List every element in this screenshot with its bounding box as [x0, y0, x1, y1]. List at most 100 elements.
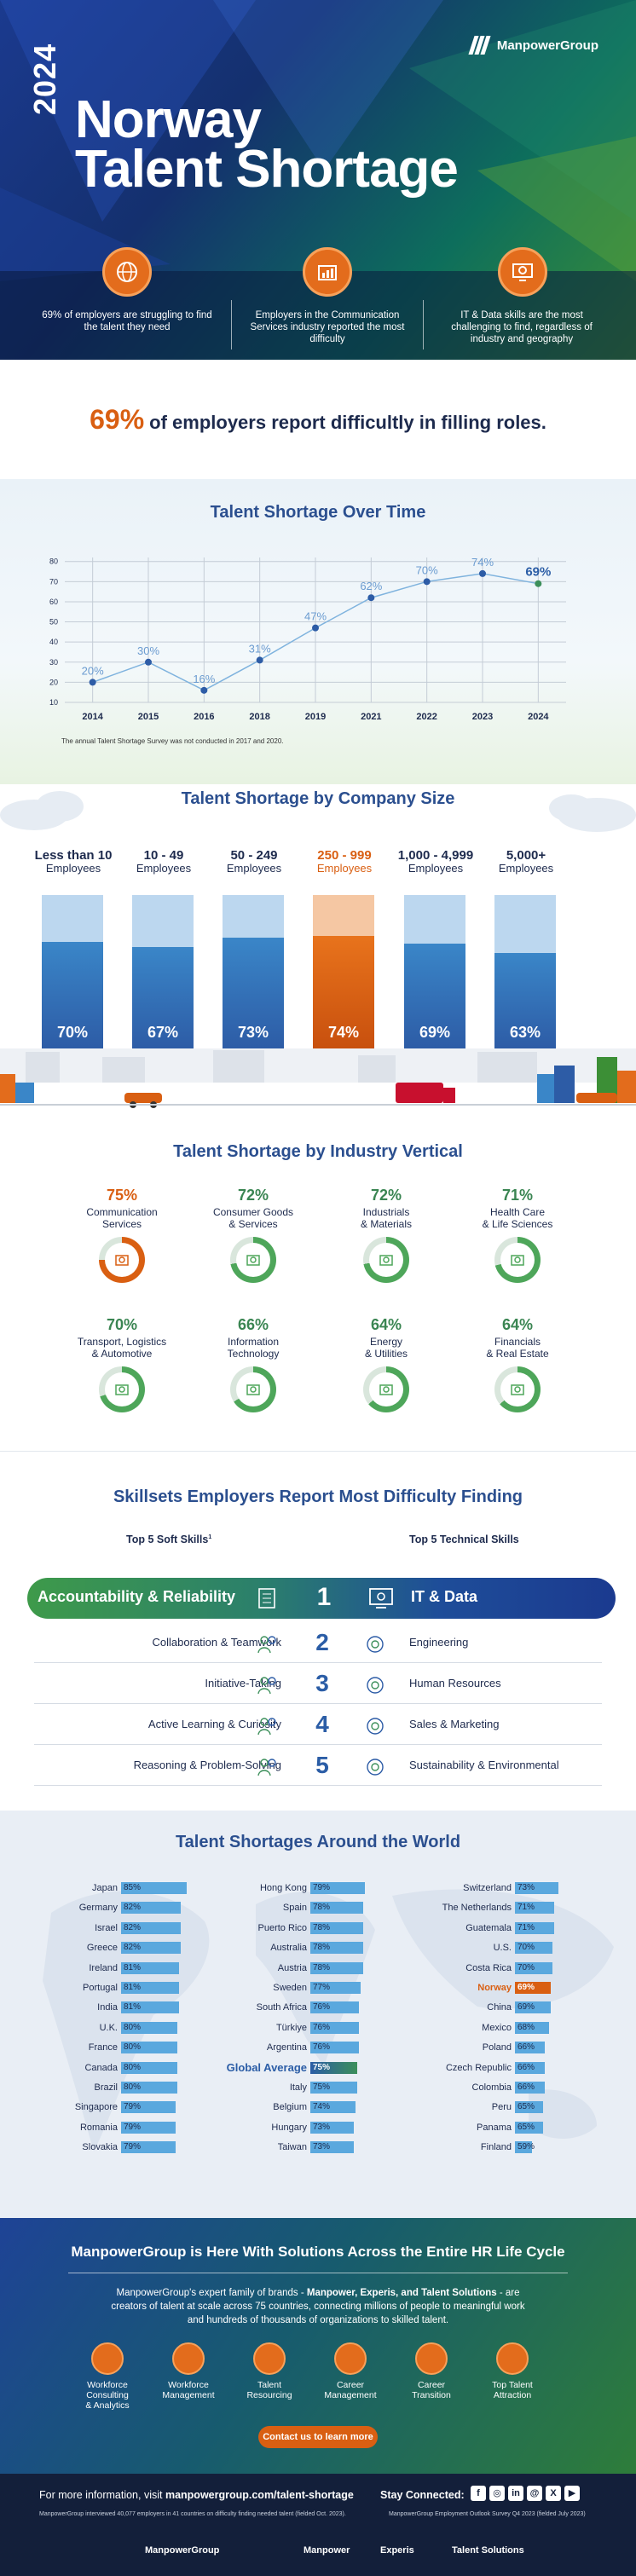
- soft-skills-heading-text: Top 5 Soft Skills: [126, 1533, 209, 1545]
- industry-icon: [369, 1372, 403, 1406]
- country-name: Global Average: [226, 2060, 307, 2074]
- country-name: Taiwan: [277, 2142, 307, 2153]
- website-link[interactable]: manpowergroup.com/talent-shortage: [165, 2489, 354, 2501]
- country-name: Ireland: [89, 1962, 118, 1973]
- size-value: 69%: [419, 1024, 451, 1041]
- solution-label: Career: [336, 2380, 365, 2390]
- size-category: 50 - 249: [230, 848, 278, 863]
- footer-brand-talent-solutions[interactable]: Talent Solutions: [452, 2545, 524, 2556]
- country-name: Poland: [482, 2042, 512, 2053]
- threads-icon[interactable]: @: [527, 2486, 542, 2501]
- solution-item[interactable]: Top Talent Attraction: [471, 2342, 553, 2400]
- monitor-gear-icon: [369, 1588, 393, 1609]
- data-point: [256, 656, 263, 664]
- x-tick-label: 2014: [82, 712, 103, 722]
- country-bar: 75%: [310, 2061, 357, 2074]
- headline-text: of employers report difficultly in filli…: [149, 411, 546, 433]
- solutions-title: ManpowerGroup is Here With Solutions Acr…: [71, 2244, 565, 2260]
- country-bar: 82%: [121, 1902, 182, 1915]
- country-bar: 81%: [121, 2001, 180, 2014]
- visit-line: For more information, visit manpowergrou…: [39, 2489, 354, 2501]
- solution-label: & Analytics: [85, 2400, 130, 2411]
- size-bar: 69%: [404, 895, 465, 1048]
- country-bar: 66%: [515, 2061, 546, 2074]
- youtube-icon[interactable]: ▶: [564, 2486, 580, 2501]
- linkedin-icon[interactable]: in: [508, 2486, 523, 2501]
- size-bar-fill: [404, 944, 465, 1048]
- country-bar: 74%: [310, 2101, 356, 2114]
- survey-note: The annual Talent Shortage Survey was no…: [61, 737, 284, 745]
- skill-row-2: Collaboration & Teamwork 2 Engineering: [34, 1624, 602, 1663]
- industry-name-line: & Automotive: [91, 1348, 153, 1360]
- data-label: 47%: [304, 610, 327, 623]
- country-name: Switzerland: [463, 1883, 512, 1893]
- cloud-decoration: [0, 791, 636, 832]
- data-label: 74%: [471, 556, 494, 569]
- solution-item[interactable]: Workforce Consulting & Analytics: [66, 2342, 148, 2411]
- headline-percent: 69%: [90, 403, 145, 435]
- y-tick-label: 50: [49, 618, 58, 627]
- industry-name-line: & Life Sciences: [482, 1218, 553, 1230]
- section-title: Talent Shortages Around the World: [175, 1833, 461, 1851]
- manpowergroup-logo[interactable]: ManpowerGroup: [468, 36, 598, 55]
- industry-icon: [500, 1372, 535, 1406]
- country-bar: 75%: [310, 2082, 357, 2094]
- headline-section: 69% of employers report difficultly in fi…: [0, 360, 636, 479]
- industry-name: Financials & Real Estate: [454, 1336, 581, 1361]
- country-bar: 79%: [121, 2101, 176, 2114]
- industry-percent: 64%: [501, 1316, 534, 1333]
- size-bar-fill: [223, 938, 284, 1048]
- soft-skill-icon: [256, 1632, 280, 1656]
- country-name: Argentina: [266, 2042, 307, 2053]
- size-bar-fill: [132, 946, 194, 1048]
- country-name: Slovakia: [82, 2142, 118, 2153]
- country-name: Portugal: [83, 1983, 118, 1993]
- facebook-icon[interactable]: f: [471, 2486, 486, 2501]
- industry-name-line: & Utilities: [364, 1348, 408, 1360]
- industry-ring: [494, 1237, 541, 1283]
- size-bar-fill: [42, 942, 103, 1048]
- y-tick-label: 40: [49, 638, 58, 646]
- soft-skill: Active Learning & Curiosity: [147, 1718, 281, 1730]
- x-tick-label: 2023: [472, 712, 493, 722]
- industry-name: Information Technology: [189, 1336, 317, 1361]
- contact-button[interactable]: Contact us to learn more: [258, 2426, 378, 2448]
- footer-brand-manpowergroup[interactable]: ManpowerGroup: [145, 2545, 220, 2556]
- country-bar: 78%: [310, 1902, 363, 1915]
- x-icon[interactable]: X: [546, 2486, 561, 2501]
- rank-number: 1: [316, 1583, 332, 1611]
- country-bar: 70%: [515, 1961, 552, 1974]
- data-point: [89, 679, 96, 686]
- industry-item: 70% Transport, Logistics & Automotive: [58, 1316, 186, 1412]
- industry-percent: 70%: [106, 1316, 138, 1333]
- solution-item[interactable]: Career Management: [309, 2342, 391, 2400]
- data-point: [479, 569, 486, 577]
- solution-label: Attraction: [493, 2390, 532, 2400]
- country-name: Romania: [79, 2122, 118, 2133]
- size-category: 5,000+: [506, 848, 546, 863]
- footer-brand-manpower[interactable]: Manpower: [304, 2545, 350, 2556]
- country-name: Hungary: [271, 2122, 307, 2133]
- solution-icon: [91, 2342, 124, 2375]
- soft-skills-heading: Top 5 Soft Skills1: [126, 1533, 211, 1545]
- size-category: 1,000 - 4,999: [397, 848, 474, 863]
- industry-name-line: Energy: [369, 1336, 403, 1348]
- industry-ring: [230, 1237, 276, 1283]
- solution-item[interactable]: Workforce Management: [147, 2342, 229, 2400]
- solution-item[interactable]: Career Transition: [390, 2342, 472, 2400]
- country-name: Mexico: [482, 2022, 512, 2033]
- solution-item[interactable]: Talent Resourcing: [228, 2342, 310, 2400]
- instagram-icon[interactable]: ◎: [489, 2486, 505, 2501]
- industry-item: 64% Financials & Real Estate: [454, 1316, 581, 1412]
- hero-title-line2: Talent Shortage: [75, 140, 459, 199]
- country-bar: 66%: [515, 2082, 546, 2094]
- y-tick-label: 70: [49, 577, 58, 586]
- footer-brand-experis[interactable]: Experis: [380, 2545, 414, 2556]
- industry-item: 72% Consumer Goods & Services: [189, 1187, 317, 1283]
- data-label: 16%: [193, 673, 215, 685]
- data-point: [367, 594, 375, 602]
- solution-icon: [334, 2342, 367, 2375]
- industry-percent: 75%: [106, 1187, 138, 1204]
- size-heading: 1,000 - 4,999 Employees: [389, 849, 483, 875]
- country-bar: 71%: [515, 1921, 555, 1934]
